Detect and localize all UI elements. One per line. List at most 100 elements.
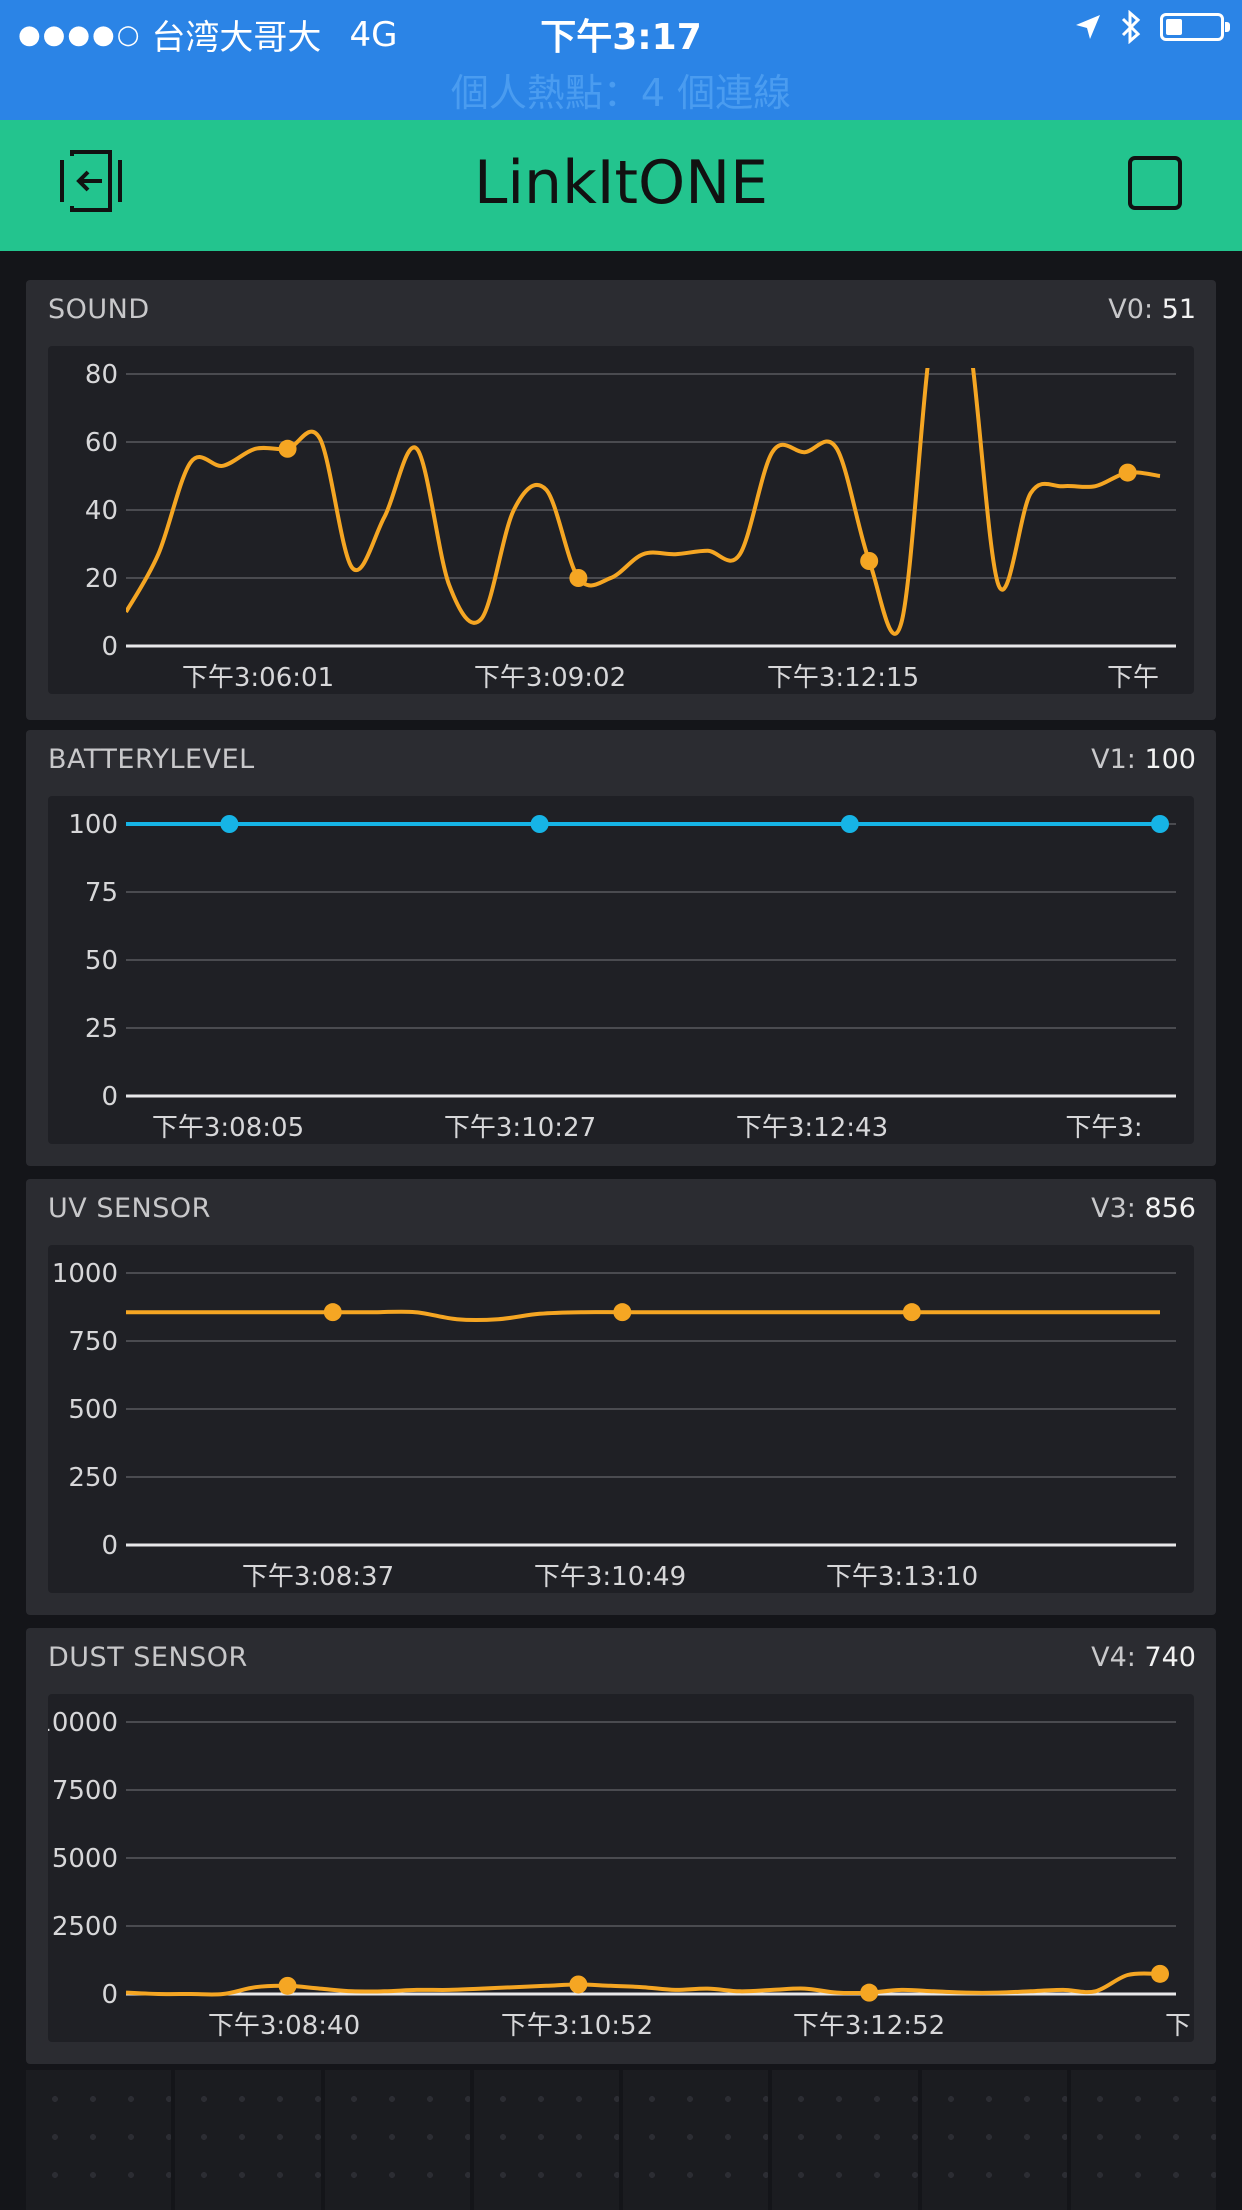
data-point[interactable] xyxy=(1151,815,1169,833)
app-header: LinkItONE xyxy=(0,120,1242,251)
widget-label: BATTERYLEVEL xyxy=(48,744,255,775)
grid-cell[interactable] xyxy=(474,2070,619,2210)
chart-area[interactable]: 100 75 50 25 0 下午3:08:05 下午3:10:27 下午3:12:43 下午3… xyxy=(48,796,1194,1144)
y-tick-label: 500 xyxy=(68,1395,118,1425)
widget-value: V3: 856 xyxy=(1091,1193,1196,1224)
y-tick-label: 0 xyxy=(101,1082,118,1112)
widget-dust-sensor[interactable]: DUST SENSOR V4: 740 10000 7500 5000 2500 0 下午… xyxy=(26,1628,1216,2064)
hotspot-banner[interactable]: 個人熱點：4 個連線 xyxy=(0,62,1242,117)
y-tick-label: 1000 xyxy=(52,1259,118,1289)
x-tick-label: 下午3:08:37 xyxy=(242,1562,394,1592)
y-tick-label: 0 xyxy=(101,632,118,662)
grid-cell[interactable] xyxy=(325,2070,470,2210)
x-tick-label: 下午3:06:01 xyxy=(182,663,334,693)
y-tick-label: 40 xyxy=(85,496,118,526)
x-tick-label: 下午3:08:40 xyxy=(208,2011,360,2041)
status-right xyxy=(1074,10,1224,44)
stop-project-button[interactable] xyxy=(1128,156,1182,210)
uv-chart: 1000 750 500 250 0 下午3:08:37 下午3:10:49 下午3:13:1… xyxy=(48,1245,1194,1593)
y-tick-label: 5000 xyxy=(52,1844,118,1874)
x-tick-label: 下午3:12:52 xyxy=(793,2011,945,2041)
widget-value: V1: 100 xyxy=(1091,744,1196,775)
widget-label: UV SENSOR xyxy=(48,1193,211,1224)
battery-fill xyxy=(1166,19,1182,35)
chart-area[interactable]: 1000 750 500 250 0 下午3:08:37 下午3:10:49 下午3:13:1… xyxy=(48,1245,1194,1593)
y-tick-label: 10000 xyxy=(48,1708,118,1738)
y-tick-label: 250 xyxy=(68,1463,118,1493)
x-tick-label: 下午3:09:02 xyxy=(474,663,626,693)
x-tick-label: 下午 xyxy=(1107,663,1159,693)
data-point[interactable] xyxy=(903,1303,921,1321)
x-tick-label: 下午3:12:43 xyxy=(736,1113,888,1143)
y-tick-label: 0 xyxy=(101,1531,118,1561)
y-tick-label: 2500 xyxy=(52,1912,118,1942)
empty-widget-grid[interactable] xyxy=(26,2070,1216,2210)
widget-value: V0: 51 xyxy=(1108,294,1196,325)
widget-pin: V4: xyxy=(1091,1642,1136,1673)
data-point[interactable] xyxy=(569,569,587,587)
x-tick-label: 下午3:08:05 xyxy=(152,1113,304,1143)
data-point[interactable] xyxy=(613,1303,631,1321)
bluetooth-icon xyxy=(1120,10,1142,44)
widget-uv-sensor[interactable]: UV SENSOR V3: 856 1000 750 500 250 0 下午3:08:3… xyxy=(26,1179,1216,1615)
data-point[interactable] xyxy=(1119,464,1137,482)
status-bar: ●●●●○ 台湾大哥大 4G 下午3:17 個人熱點：4 個連線 xyxy=(0,0,1242,120)
x-tick-label: 下 xyxy=(1165,2011,1191,2041)
widget-value: V4: 740 xyxy=(1091,1642,1196,1673)
widget-pin: V0: xyxy=(1108,294,1153,325)
data-point[interactable] xyxy=(860,1984,878,2002)
y-tick-label: 20 xyxy=(85,564,118,594)
battery-icon xyxy=(1160,13,1224,41)
widget-current-value: 856 xyxy=(1144,1193,1196,1224)
data-point[interactable] xyxy=(841,815,859,833)
grid-cell[interactable] xyxy=(26,2070,171,2210)
series-line xyxy=(126,346,1160,634)
x-tick-label: 下午3:10:49 xyxy=(534,1562,686,1592)
y-tick-label: 0 xyxy=(101,1980,118,2010)
grid-cell[interactable] xyxy=(1071,2070,1216,2210)
x-tick-label: 下午3: xyxy=(1065,1113,1142,1143)
data-point[interactable] xyxy=(1151,1965,1169,1983)
widget-label: SOUND xyxy=(48,294,150,325)
y-tick-label: 80 xyxy=(85,360,118,390)
sound-chart: 80 60 40 20 0 下午3:06:01 下午3:09:02 下午3:12:15 下午 xyxy=(48,346,1194,694)
chart-area[interactable]: 10000 7500 5000 2500 0 下午3:08:40 下午3:10:52 下午3:… xyxy=(48,1694,1194,2042)
grid-cell[interactable] xyxy=(623,2070,768,2210)
grid-cell[interactable] xyxy=(175,2070,320,2210)
x-tick-label: 下午3:13:10 xyxy=(826,1562,978,1592)
widget-batterylevel[interactable]: BATTERYLEVEL V1: 100 100 75 50 25 0 下午3:08:05… xyxy=(26,730,1216,1166)
widget-pin: V3: xyxy=(1091,1193,1136,1224)
y-tick-label: 60 xyxy=(85,428,118,458)
data-point[interactable] xyxy=(860,552,878,570)
widget-sound[interactable]: SOUND V0: 51 80 60 40 20 0 下午3:06:01 下午3:09:02… xyxy=(26,280,1216,720)
data-point[interactable] xyxy=(324,1303,342,1321)
battery-chart: 100 75 50 25 0 下午3:08:05 下午3:10:27 下午3:12:43 下午3… xyxy=(48,796,1194,1144)
widget-pin: V1: xyxy=(1091,744,1136,775)
widget-current-value: 100 xyxy=(1144,744,1196,775)
y-tick-label: 750 xyxy=(68,1327,118,1357)
x-tick-label: 下午3:12:15 xyxy=(767,663,919,693)
y-tick-label: 75 xyxy=(85,878,118,908)
dust-chart: 10000 7500 5000 2500 0 下午3:08:40 下午3:10:52 下午3:… xyxy=(48,1694,1194,2042)
status-time: 下午3:17 xyxy=(0,8,1242,60)
grid-cell[interactable] xyxy=(922,2070,1067,2210)
x-tick-label: 下午3:10:27 xyxy=(444,1113,596,1143)
widget-current-value: 740 xyxy=(1144,1642,1196,1673)
y-tick-label: 100 xyxy=(68,810,118,840)
y-tick-label: 7500 xyxy=(52,1776,118,1806)
series-line xyxy=(126,1312,1160,1320)
app-title: LinkItONE xyxy=(0,148,1242,218)
location-arrow-icon xyxy=(1074,13,1102,41)
data-point[interactable] xyxy=(279,1977,297,1995)
data-point[interactable] xyxy=(531,815,549,833)
data-point[interactable] xyxy=(279,440,297,458)
data-point[interactable] xyxy=(569,1975,587,1993)
data-point[interactable] xyxy=(220,815,238,833)
y-tick-label: 50 xyxy=(85,946,118,976)
exit-project-icon[interactable] xyxy=(58,150,130,212)
chart-area[interactable]: 80 60 40 20 0 下午3:06:01 下午3:09:02 下午3:12:15 下午 xyxy=(48,346,1194,694)
x-tick-label: 下午3:10:52 xyxy=(501,2011,653,2041)
widget-current-value: 51 xyxy=(1162,294,1196,325)
y-tick-label: 25 xyxy=(85,1014,118,1044)
grid-cell[interactable] xyxy=(772,2070,917,2210)
